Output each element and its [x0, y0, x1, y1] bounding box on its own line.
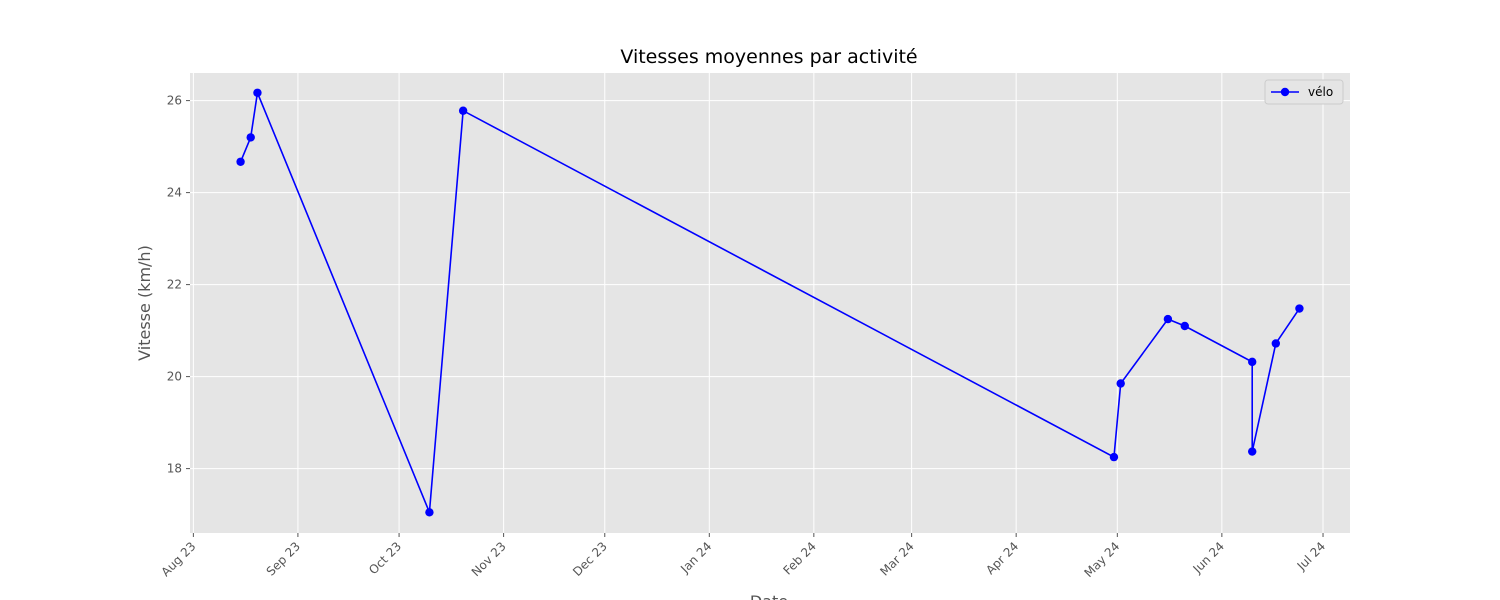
x-tick-label: Feb 24 [781, 539, 819, 577]
data-point [1248, 357, 1257, 367]
x-tick-label: Dec 23 [570, 539, 610, 579]
data-point [458, 106, 468, 115]
data-point [246, 133, 255, 142]
y-tick-label: 18 [167, 462, 182, 476]
y-tick-label: 24 [167, 186, 182, 200]
x-tick-label: Jul 24 [1294, 539, 1328, 573]
data-point [1116, 379, 1125, 388]
data-point [425, 508, 434, 517]
data-point [1163, 314, 1173, 324]
data-point [1295, 304, 1304, 313]
data-point [1109, 452, 1119, 462]
data-point [1180, 321, 1189, 331]
x-tick-label: May 24 [1082, 539, 1123, 580]
data-point [1248, 447, 1257, 456]
x-tick-label: Aug 23 [159, 539, 199, 579]
y-axis-label: Vitesse (km/h) [135, 245, 154, 361]
x-tick-label: Sep 23 [264, 539, 303, 578]
x-axis-label: Date [750, 592, 788, 600]
x-tick-label: Nov 23 [469, 539, 509, 579]
x-tick-label: Oct 23 [366, 539, 404, 577]
x-tick-label: Apr 24 [983, 539, 1021, 577]
legend-marker [1280, 87, 1290, 97]
data-point [236, 157, 245, 166]
x-tick-label: Mar 24 [877, 539, 916, 578]
plot-area [190, 73, 1350, 533]
y-tick-label: 26 [167, 94, 182, 108]
data-point [1271, 339, 1281, 348]
legend-box [1264, 79, 1344, 105]
legend-label: vélo [1308, 85, 1333, 99]
y-tick-label: 20 [167, 370, 182, 384]
x-tick-label: Jan 24 [677, 539, 714, 576]
x-tick-label: Jun 24 [1190, 539, 1227, 576]
y-tick-label: 22 [167, 278, 182, 292]
data-point [253, 88, 262, 97]
chart-title: Vitesses moyennes par activité [620, 46, 917, 68]
